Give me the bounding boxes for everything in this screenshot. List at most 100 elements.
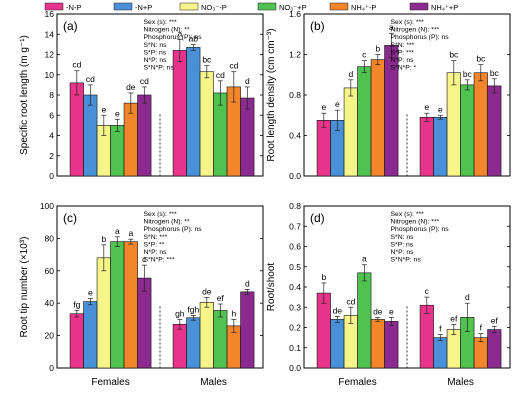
bar (370, 319, 385, 369)
panel-label: (d) (310, 211, 325, 225)
y-tick-label: 0.4 (289, 282, 301, 292)
significance-letter: e (389, 306, 394, 316)
stat-line: S*N*P: * (391, 65, 417, 72)
y-tick-label: 40 (45, 298, 55, 308)
significance-letter: b (101, 234, 106, 244)
y-axis-label: Root length density (cm cm⁻³) (266, 28, 277, 161)
bar (316, 292, 331, 369)
stat-line: S*N: ns (144, 42, 168, 49)
chart-panels: 0 2 4 6 8 10 12 14 16 Specific root length (m g⁻¹… (19, 9, 511, 388)
legend-label: NO₃⁻+P (279, 3, 307, 12)
significance-letter: ef (450, 313, 458, 323)
stat-line: N*P: ns (144, 249, 168, 256)
legend-swatch (257, 2, 277, 11)
stat-line: Phosphorus (P): ns (144, 34, 203, 41)
significance-letter: a (115, 226, 120, 236)
y-tick-label: 80 (45, 233, 55, 243)
significance-letter: a (128, 228, 133, 238)
y-tick-label: 8 (49, 90, 54, 100)
bar (110, 241, 125, 369)
significance-letter: a (177, 28, 182, 38)
bar (172, 50, 187, 177)
y-tick-label: 2 (49, 151, 54, 161)
legend-swatch (329, 2, 349, 11)
stat-line: N*P: ns (391, 249, 415, 256)
legend-label: NH₄⁺+P (431, 3, 458, 12)
y-tick-label: 12 (45, 50, 55, 60)
chart-panel: 0.0 0.1 0.2 0.3 0.4 0.5 0.6 0.7 0.8 Root/shoot (d)… (266, 201, 511, 388)
bar (137, 94, 152, 177)
y-tick-label: 6 (49, 110, 54, 120)
significance-letter: de (202, 287, 212, 297)
stat-line: Phosphorus (P): ns (391, 34, 450, 41)
legend-swatch (179, 2, 199, 11)
stat-line: S*P: *** (391, 49, 415, 56)
y-tick-label: 0.3 (289, 302, 301, 312)
significance-letter: e (335, 99, 340, 109)
bar (473, 72, 488, 177)
significance-letter: e (321, 102, 326, 112)
stat-line: S*P: ns (144, 49, 167, 56)
stat-line: Nitrogen (N): *** (391, 27, 440, 34)
y-tick-label: 0.2 (289, 323, 301, 333)
significance-letter: fg (73, 299, 80, 309)
y-tick-label: 0.1 (289, 343, 301, 353)
bar (69, 82, 84, 177)
bar (419, 116, 434, 177)
significance-letter: cd (346, 296, 355, 306)
stat-line: S*N*P: ns (391, 257, 422, 264)
legend-label: -N-P (66, 3, 81, 12)
bar (316, 120, 331, 177)
bar (384, 321, 399, 369)
legend-label: -N+P (135, 3, 152, 12)
significance-letter: cd (72, 60, 81, 70)
y-tick-label: 0.7 (289, 221, 301, 231)
bar (357, 272, 372, 369)
significance-letter: de (126, 82, 136, 92)
significance-letter: a (389, 22, 394, 32)
stat-line: Sex (s): *** (144, 19, 178, 26)
y-axis-label: Root/shoot (266, 263, 277, 312)
y-tick-label: 0.6 (289, 242, 301, 252)
stat-line: N*P: ns (144, 57, 168, 64)
significance-letter: e (88, 287, 93, 297)
bar (83, 301, 98, 369)
significance-letter: c (425, 286, 430, 296)
bar (110, 125, 125, 177)
y-tick-label: 14 (45, 29, 55, 39)
stat-line: Sex (s): *** (391, 211, 425, 218)
bar (460, 84, 475, 177)
significance-letter: ef (491, 315, 499, 325)
stat-line: Sex (s): *** (144, 211, 178, 218)
bar (199, 71, 214, 177)
significance-letter: cd (86, 74, 95, 84)
significance-letter: ab (189, 33, 199, 43)
chart-panel: 0 2 4 6 8 10 12 14 16 Specific root length (m g⁻¹… (19, 9, 264, 181)
legend-swatch (409, 2, 429, 11)
panel-label: (c) (63, 211, 77, 225)
stat-line: S*N: ns (391, 234, 415, 241)
y-tick-label: 60 (45, 266, 55, 276)
bar (240, 97, 255, 177)
significance-letter: de (373, 306, 383, 316)
bar (370, 59, 385, 177)
y-tick-label: 0.8 (289, 201, 301, 211)
y-tick-label: 0.4 (289, 131, 301, 141)
significance-letter: gh (175, 308, 185, 318)
stat-line: Nitrogen (N): *** (391, 219, 440, 226)
y-tick-label: 16 (45, 9, 55, 19)
significance-letter: e (115, 108, 120, 118)
y-tick-label: 1.6 (289, 9, 301, 19)
bar (433, 116, 448, 177)
y-tick-label: 0.0 (289, 171, 301, 181)
significance-letter: d (245, 76, 250, 86)
bar (357, 66, 372, 177)
bar (419, 304, 434, 369)
bar (487, 329, 502, 369)
bar (446, 329, 461, 369)
significance-letter: bc (490, 68, 500, 78)
stat-line: S*N: *** (144, 234, 168, 241)
bar (83, 94, 98, 177)
bar (446, 72, 461, 177)
